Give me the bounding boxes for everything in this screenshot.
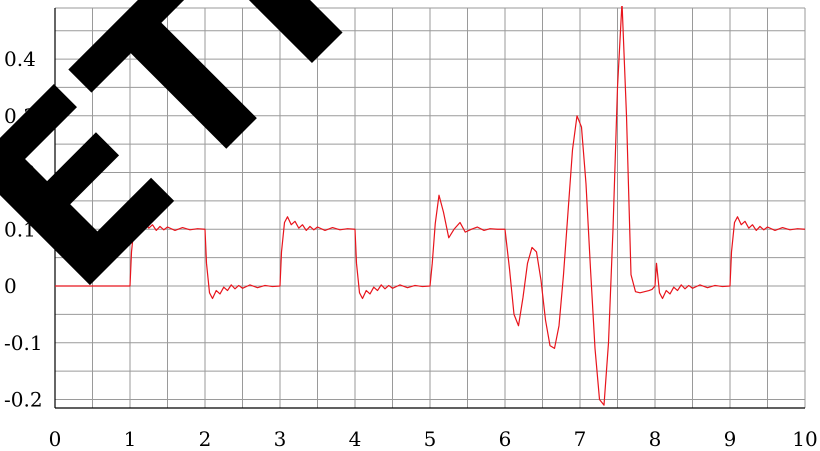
y-tick-label: 0 [4, 274, 17, 298]
watermark-letters: ETRA [0, 0, 587, 339]
watermark: ETRA [0, 0, 587, 339]
tick-labels: 0 1 2 3 4 5 6 7 8 9 10 -0.2 -0.1 0 0.1 0.2 0.3 0.4 [4, 47, 818, 451]
series-layer [55, 6, 805, 406]
x-tick-label: 10 [792, 427, 817, 451]
y-tick-label: -0.1 [4, 331, 43, 355]
series-line-0 [55, 6, 805, 406]
x-tick-label: 6 [499, 427, 512, 451]
x-tick-label: 7 [574, 427, 587, 451]
x-tick-label: 1 [124, 427, 137, 451]
x-tick-label: 3 [274, 427, 287, 451]
x-tick-label: 5 [424, 427, 437, 451]
watermark-text: ETRA [0, 0, 587, 339]
grid [54, 7, 806, 408]
y-tick-label: 0.4 [4, 47, 36, 71]
x-tick-label: 2 [199, 427, 212, 451]
x-tick-label: 9 [724, 427, 737, 451]
x-tick-label: 0 [49, 427, 62, 451]
x-tick-label: 4 [349, 427, 362, 451]
y-tick-label: 0.2 [4, 161, 36, 185]
axes [54, 8, 805, 409]
x-tick-label: 8 [649, 427, 662, 451]
y-tick-label: 0.3 [4, 104, 36, 128]
y-tick-label: 0.1 [4, 217, 36, 241]
y-tick-label: -0.2 [4, 387, 43, 411]
